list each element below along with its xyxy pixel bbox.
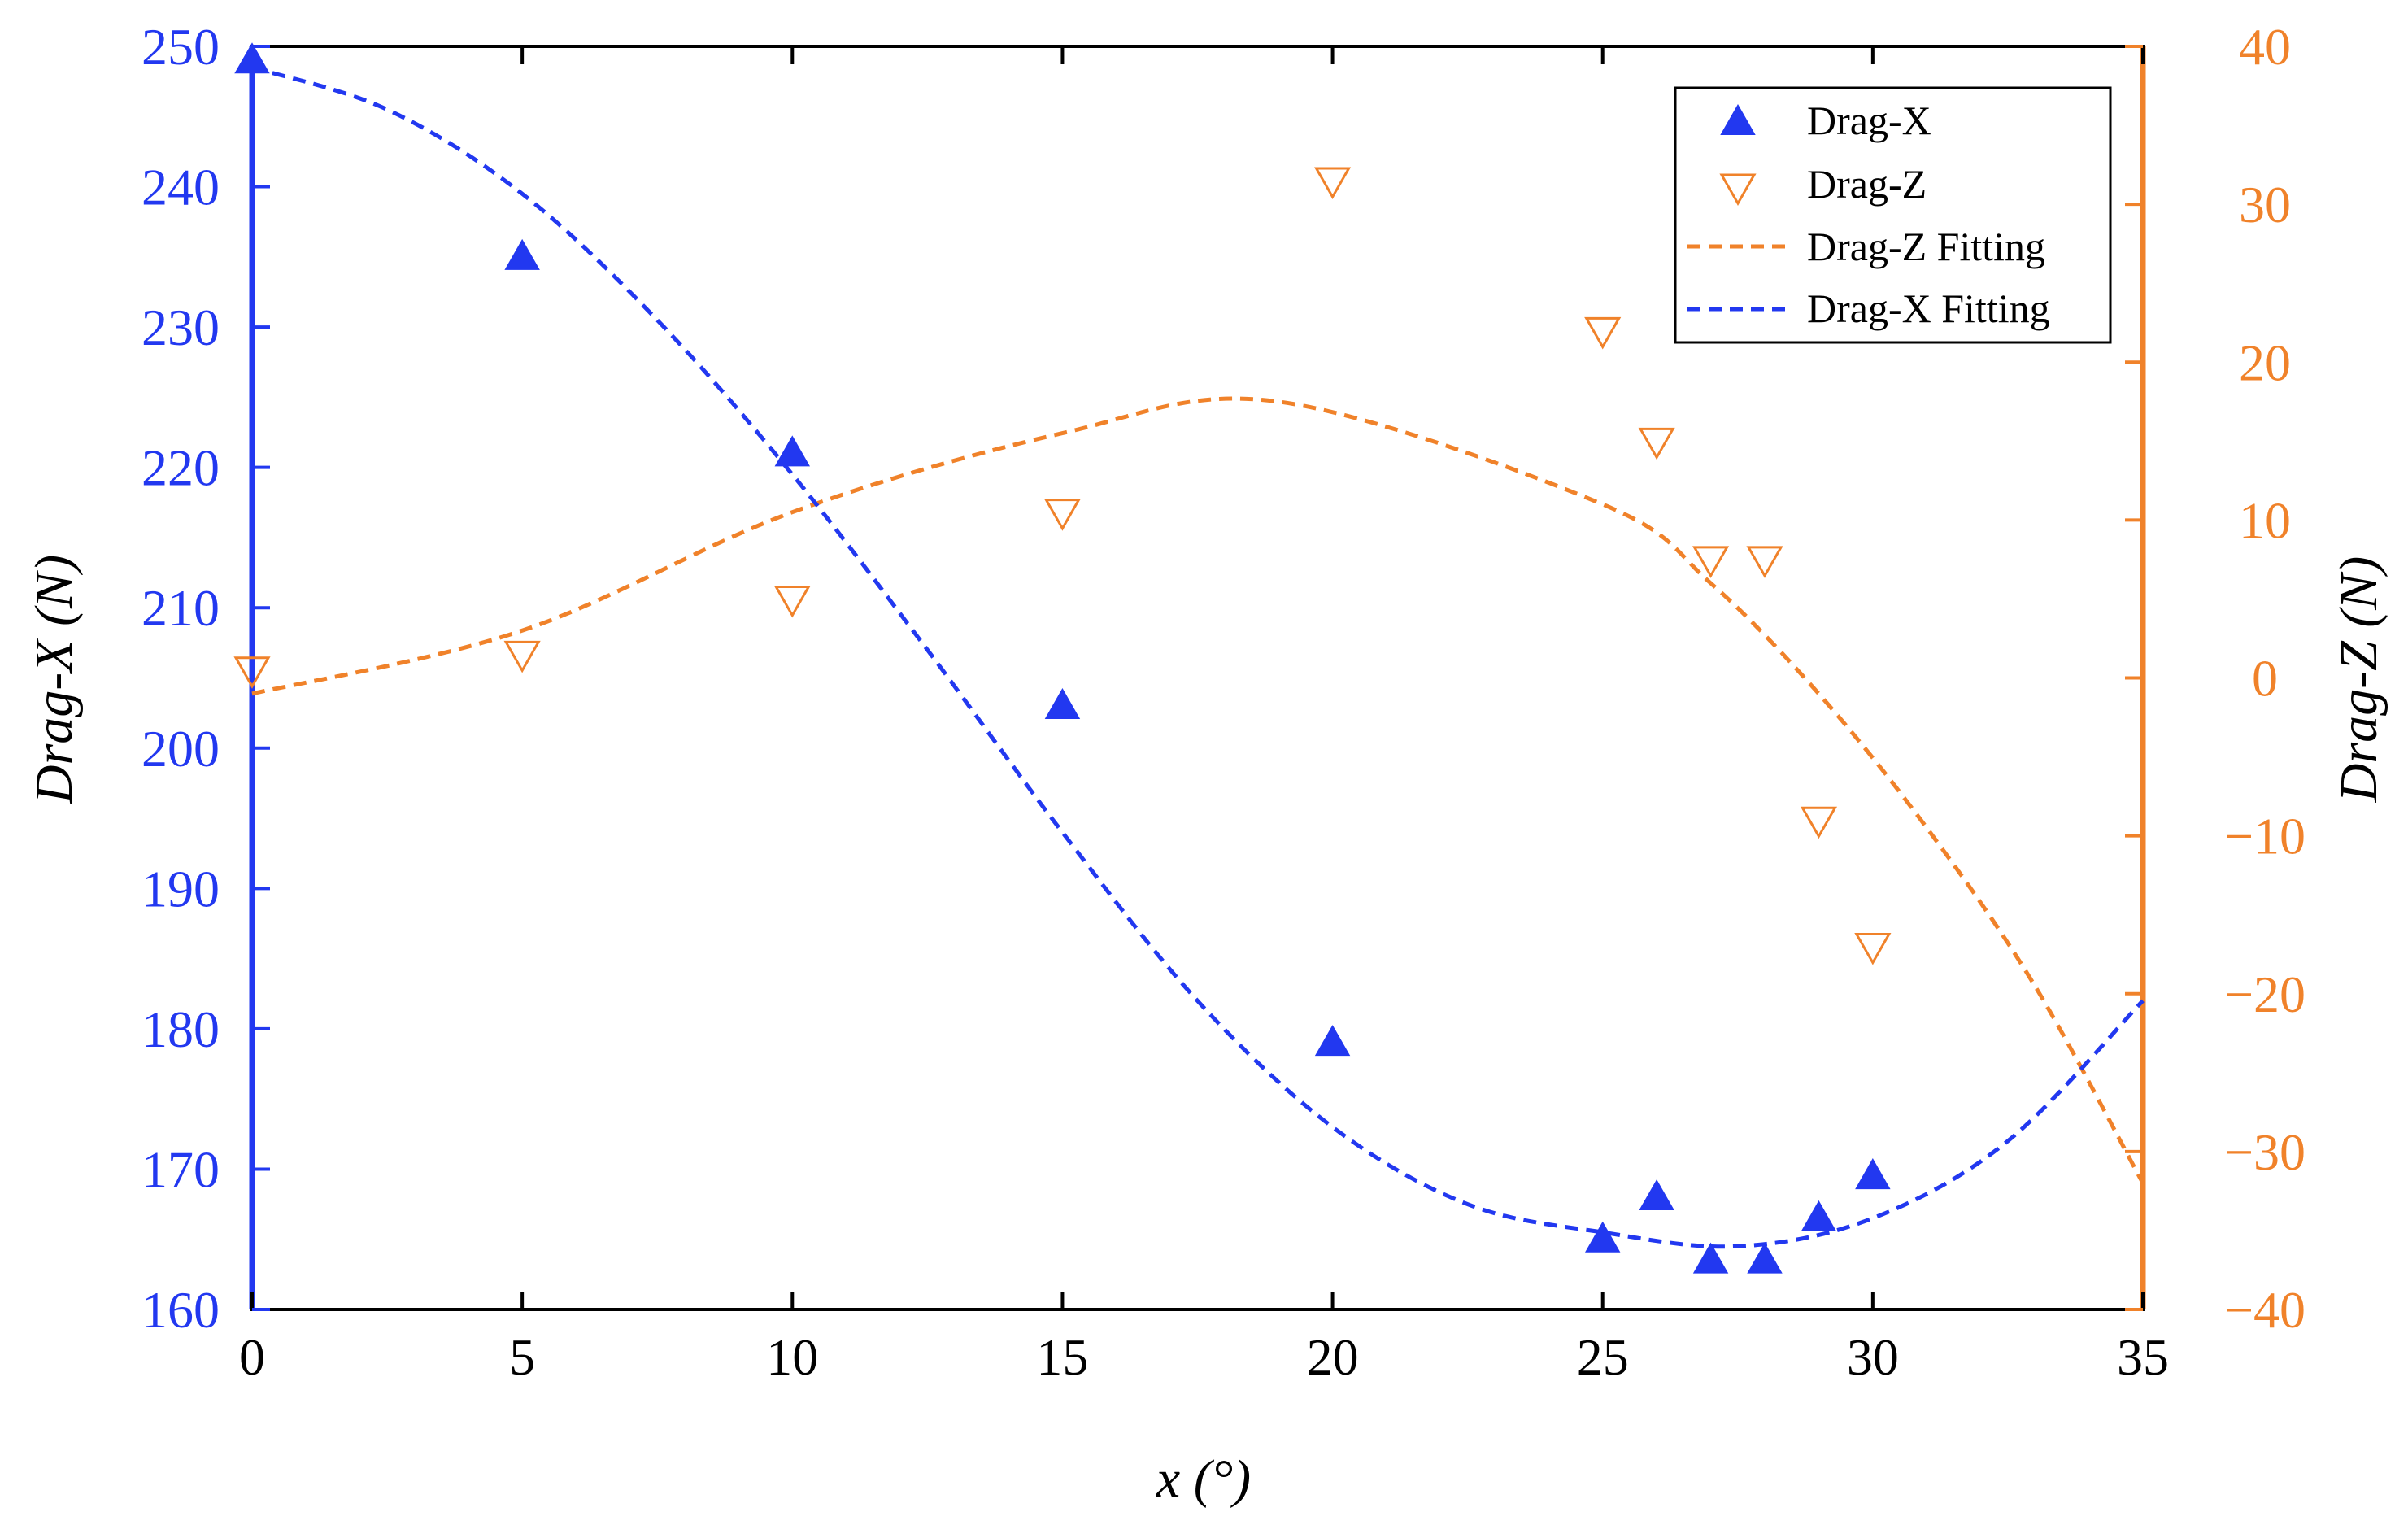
y-right-tick-label: 20	[2239, 333, 2291, 391]
y-left-axis-title: Drag-X (N)	[24, 555, 84, 804]
x-tick-label: 0	[239, 1328, 265, 1386]
drag-z-point	[1746, 546, 1783, 578]
drag-z-point	[773, 585, 811, 618]
drag-z-point	[1692, 546, 1730, 578]
drag-x-point	[1639, 1179, 1674, 1210]
drag-z-fitting-curve	[251, 396, 2145, 1184]
legend: Drag-X Drag-Z Drag-Z Fitting Drag-X Fitt…	[1674, 86, 2112, 344]
legend-symbol-drag-z	[1719, 173, 1757, 207]
drag-z-point	[233, 656, 271, 689]
drag-x-point	[1584, 1221, 1621, 1253]
legend-label-drag-z-fitting: Drag-Z Fitting	[1807, 224, 2045, 269]
x-tick-label: 30	[1847, 1328, 1899, 1386]
y-right-tick-label: 0	[2252, 650, 2278, 708]
y-left-tick-label: 210	[142, 579, 220, 637]
drag-x-point	[1044, 687, 1081, 720]
y-left-tick-label: 230	[142, 298, 220, 356]
y-left-tick-label: 200	[142, 720, 220, 778]
legend-symbol-drag-x	[1720, 103, 1756, 135]
y-right-tick-label: −20	[2224, 965, 2306, 1023]
drag-z-point	[1584, 316, 1622, 350]
y-right-tick-label: 40	[2239, 18, 2291, 76]
y-right-axis-title: Drag-Z (N)	[2329, 556, 2388, 804]
drag-x-point	[774, 435, 811, 467]
drag-x-point	[1747, 1242, 1783, 1274]
y-right-tick-label: 10	[2239, 491, 2291, 549]
x-tick-label: 20	[1307, 1328, 1359, 1386]
x-axis-title: x (°)	[1156, 1449, 1251, 1509]
y-right-tick-label: −40	[2224, 1281, 2306, 1339]
x-tick-label: 35	[2117, 1328, 2169, 1386]
y-left-tick-label: 170	[142, 1140, 220, 1198]
y-left-tick-label: 240	[142, 159, 220, 216]
drag-z-point	[1313, 167, 1352, 200]
drag-z-point	[1638, 427, 1675, 460]
drag-z-point	[1043, 499, 1082, 531]
legend-label-drag-x: Drag-X	[1807, 98, 1931, 143]
drag-x-point	[1855, 1158, 1891, 1190]
x-tick-label: 25	[1577, 1328, 1629, 1386]
legend-label-drag-x-fitting: Drag-X Fitting	[1807, 285, 2050, 331]
drag-z-point	[1854, 933, 1892, 965]
drag-x-point	[234, 42, 270, 74]
axis-ticks: 0 5 10 15 20 25 30 3516017018019020021022023024…	[142, 18, 2306, 1386]
drag-z-point	[1800, 806, 1838, 839]
y-left-tick-label: 160	[142, 1281, 220, 1339]
drag-x-point	[1692, 1242, 1729, 1274]
y-right-tick-label: 30	[2239, 176, 2291, 233]
y-right-tick-label: −10	[2224, 808, 2306, 865]
x-tick-label: 15	[1036, 1328, 1088, 1386]
y-right-tick-label: −30	[2224, 1123, 2306, 1181]
y-left-tick-label: 190	[142, 860, 220, 917]
drag-x-point	[1801, 1200, 1837, 1231]
legend-label-drag-z: Drag-Z	[1807, 161, 1927, 207]
fit-curves	[251, 65, 2145, 1249]
y-left-tick-label: 220	[142, 439, 220, 497]
data-markers	[233, 42, 1892, 1274]
drag-x-point	[504, 238, 540, 270]
drag-x-point	[1314, 1025, 1351, 1057]
y-left-tick-label: 180	[142, 1000, 220, 1058]
drag-z-point	[503, 640, 541, 673]
drag-x-fitting-curve	[251, 65, 2145, 1249]
x-tick-label: 5	[509, 1328, 535, 1386]
y-left-tick-label: 250	[142, 18, 220, 76]
x-tick-label: 10	[766, 1328, 818, 1386]
